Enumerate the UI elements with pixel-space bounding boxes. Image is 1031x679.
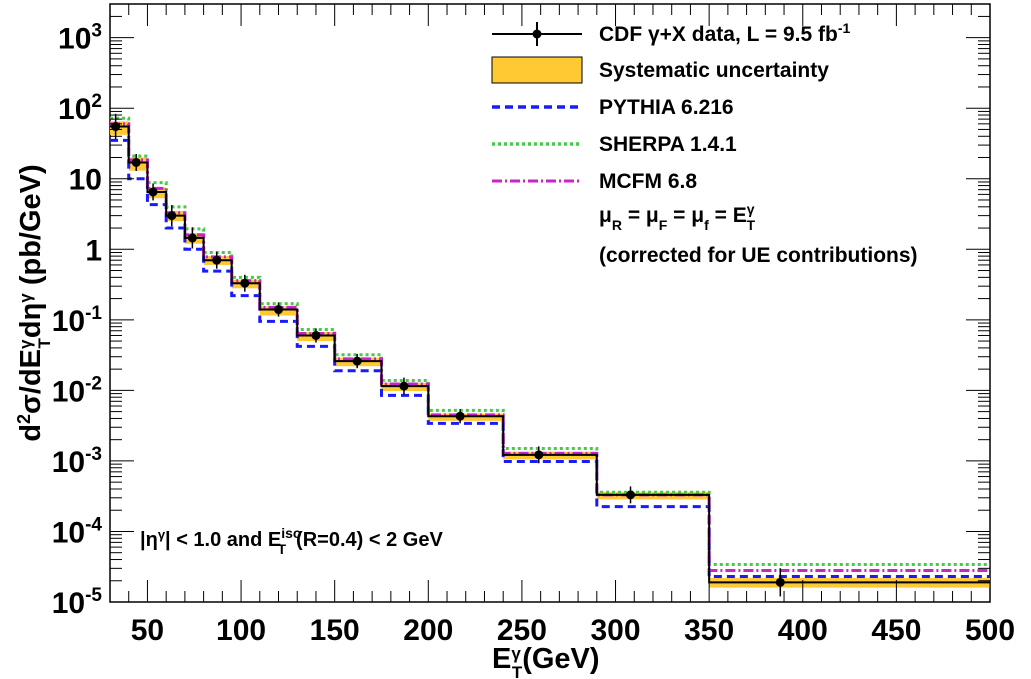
x-axis: 50 100 150 200 250 300 350 400 450 500 [128,4,1015,647]
x-tick-label: 200 [403,614,453,647]
data-point [626,490,636,500]
y-tick-label: 1 [85,234,102,267]
plot-frame [109,3,991,603]
y-tick-label: 103 [58,21,102,56]
data-point [399,381,409,391]
pythia-6-216-curve [110,138,990,578]
svg-text:CDF γ+X data, L = 9.5 fb-1: CDF γ+X data, L = 9.5 fb-1 [599,20,851,46]
x-tick-label: 500 [965,614,1015,647]
legend-scale-choice: μR = μF = μf = Eγ T [599,201,756,233]
data-point [534,450,544,460]
sherpa-1-4-1-curve [110,116,990,567]
x-tick-label: 450 [871,614,921,647]
systematic-band-layer [110,121,990,588]
x-tick-label: 100 [216,614,266,647]
y-axis-title: d2σ/dEγTdηγ (pb/GeV) [14,164,54,441]
legend: CDF γ+X data, L = 9.5 fb-1 Systematic un… [491,20,918,267]
cuts-annotation: |ηγ| < 1.0 and Eiso T (R=0.4) < 2 GeV [140,525,443,557]
theory-curves-layer [110,116,990,578]
data-point [212,255,222,265]
y-tick-label: 10-4 [52,514,103,549]
legend-item-mcfm: MCFM 6.8 [492,170,697,193]
data-point [131,157,141,167]
x-tick-label: 250 [497,614,547,647]
data-point [167,211,177,221]
data-central-line [110,125,990,584]
mcfm-6-8-curve [110,122,990,572]
y-tick-label: 10 [69,164,102,197]
legend-item-data: CDF γ+X data, L = 9.5 fb-1 [492,20,851,46]
x-tick-label: 350 [684,614,734,647]
data-point [311,330,321,340]
svg-text:Systematic uncertainty: Systematic uncertainty [599,59,829,82]
data-point [240,278,250,288]
y-axis: 10-5 10-4 10-3 10-2 10-1 1 10 102 103 [52,3,990,620]
data-point [455,411,465,421]
data-point [187,233,197,243]
svg-text:SHERPA 1.4.1: SHERPA 1.4.1 [599,133,737,156]
svg-text:PYTHIA 6.216: PYTHIA 6.216 [599,96,734,119]
y-tick-label: 10-2 [52,373,102,408]
y-tick-label: 10-3 [52,444,102,479]
legend-ue-note: (corrected for UE contributions) [599,244,918,267]
y-tick-label: 102 [58,91,102,126]
x-tick-label: 50 [131,614,164,647]
data-point [274,305,284,315]
legend-item-systematic: Systematic uncertainty [491,56,829,84]
x-axis-title: Eγ T(GeV) [492,643,600,679]
x-tick-label: 300 [591,614,641,647]
legend-item-sherpa: SHERPA 1.4.1 [492,133,737,156]
data-points-layer [110,113,990,597]
legend-item-pythia: PYTHIA 6.216 [492,96,734,119]
data-point [775,577,785,587]
x-tick-label: 150 [310,614,360,647]
data-point [352,356,362,366]
y-tick-label: 10-1 [52,303,103,338]
y-tick-label: 10-5 [52,585,103,620]
data-point [148,187,158,197]
svg-text:MCFM 6.8: MCFM 6.8 [599,170,697,193]
x-tick-label: 400 [778,614,828,647]
